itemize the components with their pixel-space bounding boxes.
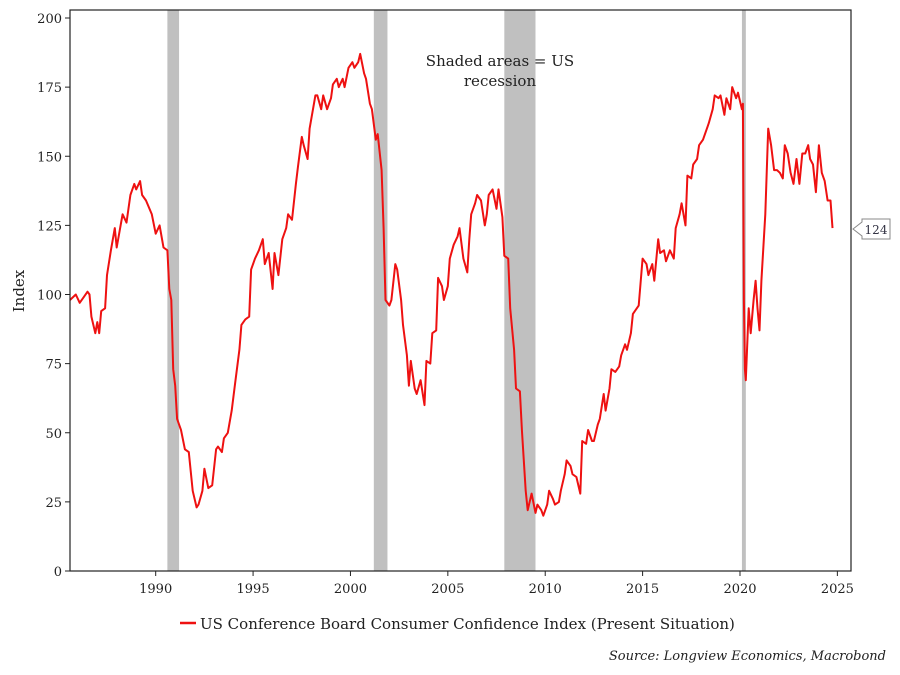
x-tick-label: 1990: [139, 582, 172, 597]
x-tick-label: 2015: [626, 582, 659, 597]
y-tick-label: 50: [45, 427, 62, 442]
plot-frame: [69, 9, 852, 572]
y-tick-label: 150: [37, 150, 62, 165]
x-tick-label: 2025: [821, 582, 854, 597]
x-tick-label: 2010: [529, 582, 562, 597]
last-value-callout: 124: [852, 218, 891, 240]
y-tick-label: 175: [37, 81, 62, 96]
last-value-label: 124: [865, 223, 888, 237]
y-tick-label: 0: [54, 565, 62, 580]
source-note: Source: Longview Economics, Macrobond: [609, 649, 886, 664]
y-tick-label: 75: [45, 358, 62, 373]
x-tick-label: 2000: [334, 582, 367, 597]
legend: US Conference Board Consumer Confidence …: [180, 615, 735, 633]
x-tick-label: 2005: [431, 582, 464, 597]
annotation-line-2: recession: [464, 72, 537, 90]
series-line: [69, 52, 834, 517]
legend-label: US Conference Board Consumer Confidence …: [200, 615, 735, 633]
x-tick-label: 2020: [723, 582, 756, 597]
x-tick-label: 1995: [237, 582, 270, 597]
y-tick-label: 125: [37, 219, 62, 234]
annotation-line-1: Shaded areas = US: [426, 52, 574, 70]
y-axis-label: Index: [10, 269, 28, 312]
recession-band: [167, 10, 180, 571]
y-tick-label: 25: [45, 496, 62, 511]
y-tick-label: 100: [37, 289, 62, 304]
recession-band: [373, 10, 388, 571]
y-tick-label: 200: [37, 12, 62, 27]
